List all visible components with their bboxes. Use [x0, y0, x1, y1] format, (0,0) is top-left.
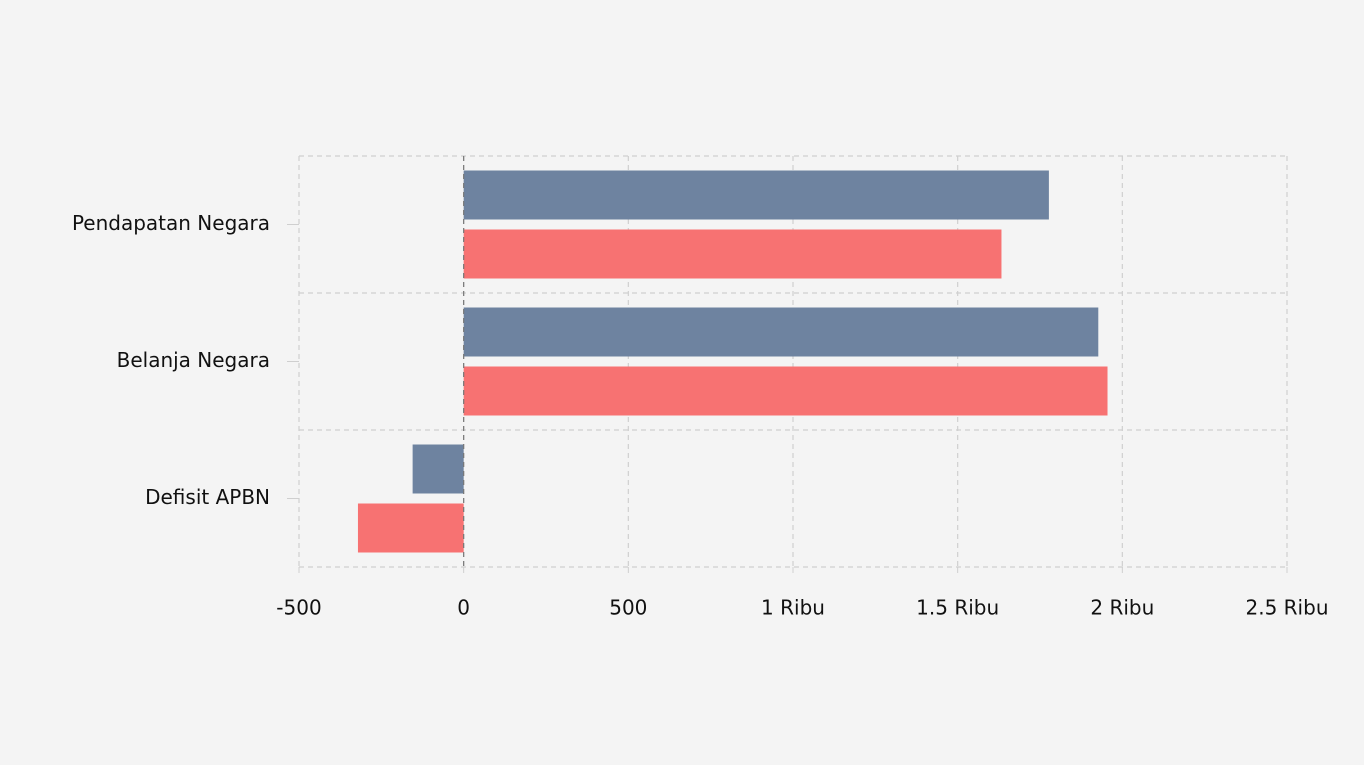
- bar: [463, 366, 1108, 416]
- bar: [463, 170, 1049, 220]
- x-tick-label: 0: [457, 596, 470, 620]
- y-tick-label: Defisit APBN: [145, 485, 270, 509]
- x-tick-label: 1 Ribu: [761, 596, 825, 620]
- y-tick-label: Pendapatan Negara: [72, 211, 270, 235]
- x-tick-label: -500: [276, 596, 321, 620]
- bar: [463, 307, 1099, 357]
- x-tick-label: 2 Ribu: [1090, 596, 1154, 620]
- x-tick-label: 1.5 Ribu: [916, 596, 999, 620]
- y-tick-label: Belanja Negara: [117, 348, 270, 372]
- x-tick-label: 2.5 Ribu: [1246, 596, 1329, 620]
- bar: [357, 503, 464, 553]
- bar: [412, 444, 464, 494]
- x-tick-label: 500: [609, 596, 647, 620]
- bar: [463, 229, 1002, 279]
